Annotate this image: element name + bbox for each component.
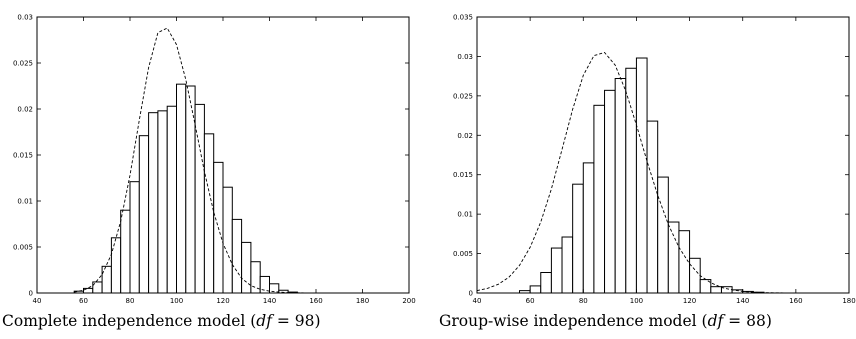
caption-text: Complete independence model ( — [2, 312, 257, 330]
caption-complete-independence: Complete independence model (df = 98) — [2, 308, 321, 334]
x-tick-label: 180 — [356, 297, 369, 305]
y-tick-label: 0.025 — [453, 92, 473, 100]
histogram-bar — [101, 265, 112, 294]
histogram-bar — [593, 104, 606, 294]
caption-text: Group-wise independence model ( — [439, 312, 708, 330]
figure: 40 60 80 100 120 140 160 180 200 0 0.005 0.01 0.015 0… — [13, 14, 856, 306]
chart-group-wise-independence: 40 60 80 100 120 140 160 180 0 0.005 0.01 0.015 0.02… — [453, 14, 856, 306]
histogram-bar — [148, 112, 159, 294]
y-tick-label: 0.005 — [13, 244, 33, 252]
y-tick-label: 0.025 — [13, 60, 33, 68]
histogram-bar — [657, 176, 669, 294]
histogram-bar — [667, 221, 680, 294]
histogram-bar — [120, 209, 131, 294]
y-tick-label: 0.005 — [453, 250, 473, 258]
histogram-bar — [176, 83, 187, 294]
x-tick-label: 40 — [33, 297, 42, 305]
y-tick-label: 0.03 — [17, 14, 33, 22]
histogram-bar — [550, 247, 563, 294]
y-tick-label: 0.01 — [17, 198, 33, 206]
x-tick-label: 180 — [842, 297, 855, 305]
histogram-bar — [110, 237, 122, 294]
x-tick-label: 140 — [736, 297, 749, 305]
histogram-bar — [646, 120, 659, 294]
histogram-bar — [582, 162, 595, 294]
y-tick-label: 0 — [469, 290, 473, 298]
histogram-bar — [241, 241, 252, 294]
histogram-bar — [635, 57, 648, 294]
caption-math: df — [256, 312, 272, 330]
histogram-bar — [166, 105, 177, 294]
x-tick-label: 60 — [79, 297, 88, 305]
histogram-bar — [572, 183, 584, 294]
y-tick-label: 0.035 — [453, 14, 473, 22]
histogram-bar — [540, 272, 552, 294]
y-tick-label: 0.015 — [13, 152, 33, 160]
x-tick-label: 160 — [789, 297, 802, 305]
y-tick-label: 0 — [29, 290, 33, 298]
y-tick-label: 0.03 — [457, 53, 473, 61]
x-tick-label: 40 — [473, 297, 482, 305]
histogram-bar — [529, 285, 542, 294]
caption-text: = 98) — [271, 312, 321, 330]
x-tick-label: 100 — [630, 297, 643, 305]
histogram-bar — [231, 218, 243, 294]
caption-text: = 88) — [723, 312, 772, 330]
histogram-bar — [614, 78, 627, 294]
x-tick-label: 200 — [402, 297, 415, 305]
plot-frame — [476, 16, 850, 294]
x-tick-label: 60 — [526, 297, 535, 305]
y-tick-label: 0.015 — [453, 171, 473, 179]
chart-complete-independence: 40 60 80 100 120 140 160 180 200 0 0.005 0.01 0.015 0… — [13, 14, 416, 306]
histogram-bar — [194, 103, 205, 294]
histogram-bar — [561, 236, 574, 294]
x-tick-label: 100 — [170, 297, 183, 305]
x-tick-label: 140 — [263, 297, 276, 305]
x-tick-label: 120 — [216, 297, 229, 305]
caption-group-wise-independence: Group-wise independence model (df = 88) — [439, 308, 772, 334]
histogram-bar — [625, 67, 637, 294]
y-tick-label: 0.02 — [17, 106, 33, 114]
x-tick-label: 120 — [683, 297, 696, 305]
histogram-bar — [138, 135, 150, 294]
histogram-bar — [203, 133, 215, 294]
y-tick-label: 0.01 — [457, 211, 473, 219]
x-tick-label: 80 — [579, 297, 588, 305]
caption-math: df — [707, 312, 724, 330]
x-tick-label: 160 — [309, 297, 322, 305]
histogram-bar — [157, 110, 168, 294]
histogram-bar — [689, 257, 701, 294]
histogram-bar — [710, 286, 722, 294]
y-tick-label: 0.02 — [457, 132, 473, 140]
histogram-bar — [222, 186, 233, 294]
x-tick-label: 80 — [126, 297, 135, 305]
histogram-bar — [129, 181, 140, 294]
histogram-bar — [604, 89, 616, 294]
